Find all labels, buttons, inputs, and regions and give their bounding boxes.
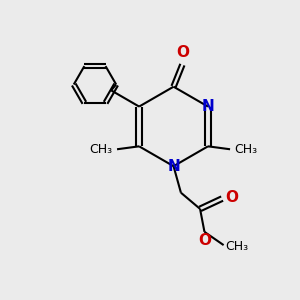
Text: N: N	[202, 99, 214, 114]
Text: O: O	[226, 190, 239, 205]
Text: CH₃: CH₃	[235, 143, 258, 156]
Text: CH₃: CH₃	[89, 143, 112, 156]
Text: O: O	[176, 45, 189, 60]
Text: N: N	[167, 159, 180, 174]
Text: CH₃: CH₃	[225, 240, 248, 253]
Text: O: O	[198, 233, 211, 248]
